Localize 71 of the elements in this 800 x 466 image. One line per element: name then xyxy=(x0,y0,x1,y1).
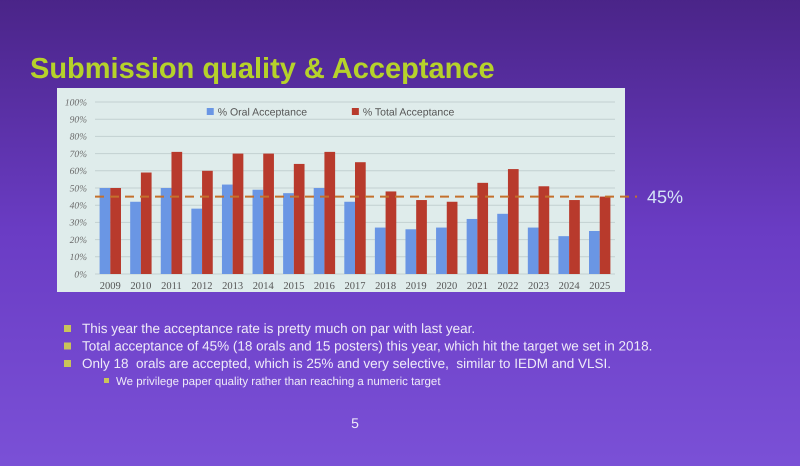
bar xyxy=(171,152,182,274)
bar xyxy=(436,228,447,274)
bar xyxy=(283,193,294,274)
y-tick-label: 90% xyxy=(70,116,88,126)
x-tick-label: 2017 xyxy=(344,281,366,292)
bar xyxy=(130,202,141,274)
x-tick-label: 2024 xyxy=(558,281,580,292)
bar xyxy=(416,200,427,274)
bar xyxy=(446,202,458,274)
y-tick-label: 40% xyxy=(70,202,88,212)
x-tick-label: 2012 xyxy=(192,281,213,292)
bar xyxy=(386,191,396,274)
y-tick-label: 100% xyxy=(64,98,88,108)
y-tick-label: 70% xyxy=(70,150,88,160)
bar xyxy=(374,228,386,274)
text: Total acceptance of 45% (18 orals and 15 posters) this year, which hit the target we set in 2018. xyxy=(82,338,652,354)
bar xyxy=(140,172,152,274)
text: We privilege paper quality rather than reaching a numeric target xyxy=(116,376,442,388)
bar xyxy=(355,162,366,274)
bar xyxy=(538,186,550,274)
bar xyxy=(324,152,336,274)
y-tick-label: 80% xyxy=(70,132,88,143)
bar xyxy=(344,202,355,274)
x-tick-label: 2015 xyxy=(283,281,304,292)
bar xyxy=(191,208,202,274)
chart-title: Submission quality & Acceptance xyxy=(30,53,495,85)
y-tick-label: 30% xyxy=(68,218,88,229)
bar xyxy=(202,170,213,274)
x-tick-label: 2022 xyxy=(497,281,518,292)
x-tick-label: 2009 xyxy=(100,281,121,292)
bar xyxy=(589,231,600,274)
bar xyxy=(405,229,416,274)
bar xyxy=(314,188,324,274)
x-tick-label: 2013 xyxy=(222,281,244,292)
y-tick-label: 20% xyxy=(70,236,88,246)
bar xyxy=(466,218,478,274)
bar xyxy=(160,188,172,274)
x-tick-label: 2023 xyxy=(528,281,550,292)
bar xyxy=(528,228,539,274)
x-tick-label: 2018 xyxy=(375,281,396,292)
legend-label: % Total Acceptance xyxy=(362,106,454,119)
y-tick-label: 10% xyxy=(70,253,88,264)
bar xyxy=(558,236,570,274)
x-tick-label: 2016 xyxy=(314,281,335,292)
bar xyxy=(232,154,244,274)
x-tick-label: 2020 xyxy=(436,281,458,292)
x-tick-label: 2021 xyxy=(466,281,488,292)
bar xyxy=(569,200,580,274)
y-tick-label: 50% xyxy=(70,184,88,194)
bar xyxy=(110,188,121,274)
x-tick-label: 2019 xyxy=(406,281,427,292)
bar xyxy=(497,214,508,274)
text: Only 18 orals are accepted, which is 25% and very selective, similar to IEDM and VLSI. xyxy=(82,356,611,371)
bar xyxy=(477,182,488,274)
y-tick-label: 0% xyxy=(74,270,88,280)
bar xyxy=(508,169,519,274)
y-tick-label: 60% xyxy=(70,167,88,178)
x-tick-label: 2014 xyxy=(252,281,274,292)
ref-line-label: 45% xyxy=(647,186,684,207)
legend-label: % Oral Acceptance xyxy=(218,106,308,119)
x-tick-label: 2010 xyxy=(130,281,152,292)
x-tick-label: 2011 xyxy=(161,281,182,292)
text: 5 xyxy=(351,415,360,431)
bar xyxy=(222,184,233,274)
bar xyxy=(600,196,610,274)
bar xyxy=(100,188,110,274)
x-tick-label: 2025 xyxy=(589,281,610,292)
text: This year the acceptance rate is pretty much on par with last year. xyxy=(82,321,476,336)
bar xyxy=(294,164,305,274)
bar xyxy=(252,190,264,274)
bar xyxy=(263,154,274,274)
